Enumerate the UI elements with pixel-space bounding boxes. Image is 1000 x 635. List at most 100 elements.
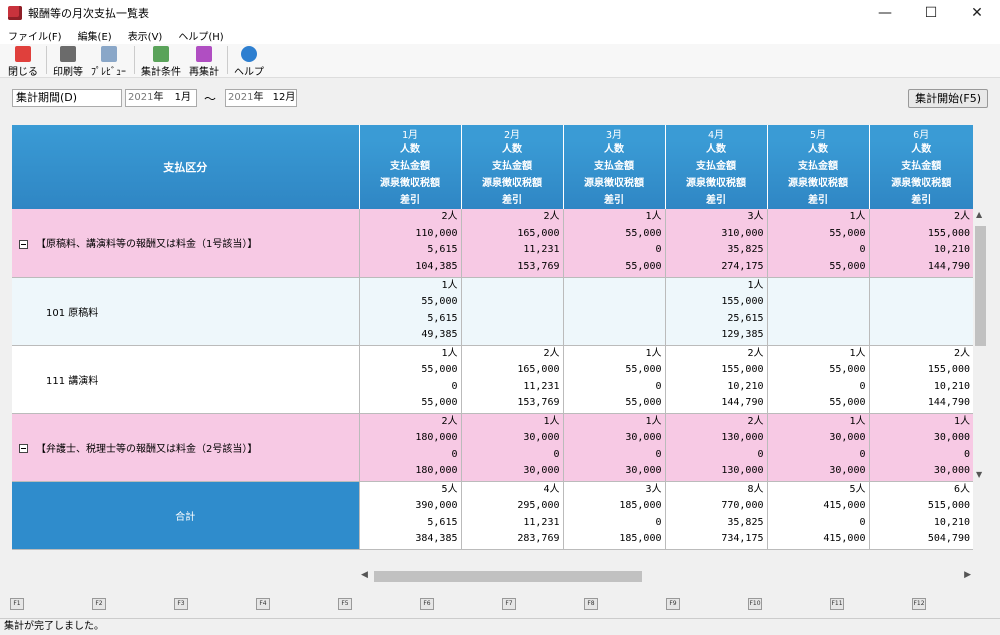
month-cell[interactable]: 1人 55,000 0 55,000 <box>358 345 461 414</box>
start-aggregation-button[interactable]: 集計開始(F5) <box>908 89 988 108</box>
function-key-f10[interactable]: F10 <box>748 598 762 610</box>
month-cell[interactable]: 8人 770,000 35,825 734,175 <box>664 481 767 550</box>
function-key-f2[interactable]: F2 <box>92 598 106 610</box>
cell-value: 55,000 <box>625 364 662 375</box>
menu-edit[interactable]: 編集(E) <box>77 31 112 43</box>
month-cell[interactable]: 2人 165,000 11,231 153,769 <box>460 209 563 278</box>
scroll-left-icon[interactable]: ◀ <box>361 570 368 580</box>
close-window-button[interactable]: ✕ <box>971 5 983 21</box>
month-cell[interactable]: 1人 55,000 5,615 49,385 <box>358 277 461 346</box>
horizontal-scroll-thumb[interactable] <box>374 571 642 582</box>
month-cell[interactable]: 1人 30,000 0 30,000 <box>766 413 869 482</box>
cell-value: 153,769 <box>517 260 560 272</box>
month-cell[interactable]: 1人 30,000 0 30,000 <box>868 413 973 482</box>
minimize-button[interactable]: — <box>878 5 892 21</box>
collapse-icon[interactable] <box>19 239 28 249</box>
month-cell[interactable]: 6人 515,000 10,210 504,790 <box>868 481 973 550</box>
month-cell[interactable]: 4人 295,000 11,231 283,769 <box>460 481 563 550</box>
function-key-f7[interactable]: F7 <box>502 598 516 610</box>
function-key-f3[interactable]: F3 <box>174 598 188 610</box>
scroll-up-icon[interactable]: ▲ <box>976 210 983 219</box>
menu-help[interactable]: ヘルプ(H) <box>178 31 224 43</box>
cell-value: 30,000 <box>829 432 866 443</box>
cell-value: 30,000 <box>829 465 866 476</box>
month-subheader: 人数 支払金額 源泉徴収税額 差引 <box>562 141 665 209</box>
function-key-f12[interactable]: F12 <box>912 598 926 610</box>
function-key-f1[interactable]: F1 <box>10 598 24 610</box>
function-key-f6[interactable]: F6 <box>420 598 434 610</box>
collapse-icon[interactable] <box>19 444 28 453</box>
cell-value: 5人 <box>849 483 866 495</box>
function-key-f4[interactable]: F4 <box>256 598 270 610</box>
month-cell[interactable]: 1人 55,000 0 55,000 <box>766 209 869 278</box>
recalculate-button[interactable]: 再集計 <box>189 44 219 78</box>
month-cell[interactable]: 2人 130,000 0 130,000 <box>664 413 767 482</box>
subheader-label: 源泉徴収税額 <box>788 178 848 189</box>
cell-value <box>768 311 866 328</box>
month-cell[interactable]: 1人 155,000 25,615 129,385 <box>664 277 767 346</box>
table-row[interactable]: 101 原稿料 1人 55,000 5,615 49,385 1人 155,000 25,61… <box>12 277 973 346</box>
month-cell[interactable]: 2人 165,000 11,231 153,769 <box>460 345 563 414</box>
month-cell[interactable]: 2人 155,000 10,210 144,790 <box>868 209 973 278</box>
cell-value <box>870 311 971 328</box>
month-cell[interactable]: 1人 55,000 0 55,000 <box>562 345 665 414</box>
month-cell[interactable]: 5人 415,000 0 415,000 <box>766 481 869 550</box>
table-row[interactable]: 111 講演料 1人 55,000 0 55,000 2人 165,000 11,231 153… <box>12 345 973 414</box>
toolbar-separator <box>46 46 47 74</box>
month-cell[interactable] <box>562 277 665 346</box>
category-label: 【原稿料、講演料等の報酬又は料金（1号該当）】 <box>36 239 258 251</box>
month-cell[interactable] <box>868 277 973 346</box>
table-row[interactable]: 合計 5人 390,000 5,615 384,385 4人 295,000 11,231 28… <box>12 481 973 550</box>
month-cell[interactable]: 3人 310,000 35,825 274,175 <box>664 209 767 278</box>
close-button[interactable]: 閉じる <box>8 44 38 78</box>
cell-value: 5,615 <box>427 312 458 324</box>
table-row[interactable]: 【原稿料、講演料等の報酬又は料金（1号該当）】 2人 110,000 5,615 104… <box>12 209 973 278</box>
menu-file[interactable]: ファイル(F) <box>8 31 62 43</box>
function-key-f5[interactable]: F5 <box>338 598 352 610</box>
vertical-scrollbar[interactable]: ▲ ▼ <box>973 208 988 481</box>
menu-view[interactable]: 表示(V) <box>127 31 163 43</box>
cell-value: 55,000 <box>829 260 866 272</box>
month-cell[interactable]: 1人 30,000 0 30,000 <box>460 413 563 482</box>
vertical-scroll-thumb[interactable] <box>975 226 986 346</box>
month-cell[interactable]: 1人 55,000 0 55,000 <box>766 345 869 414</box>
conditions-button[interactable]: 集計条件 <box>141 44 181 78</box>
month-cell[interactable]: 2人 180,000 0 180,000 <box>358 413 461 482</box>
function-key-f8[interactable]: F8 <box>584 598 598 610</box>
month-cell[interactable]: 2人 155,000 10,210 144,790 <box>664 345 767 414</box>
subheader-label: 人数 <box>400 144 420 155</box>
preview-icon <box>100 46 117 62</box>
maximize-button[interactable]: ☐ <box>924 5 938 21</box>
month-cell[interactable]: 2人 110,000 5,615 104,385 <box>358 209 461 278</box>
help-button[interactable]: ヘルプ <box>234 44 264 78</box>
cell-value: 49,385 <box>421 329 458 340</box>
period-from-field[interactable]: 2021年 1月 <box>125 89 197 107</box>
print-button[interactable]: 印刷等 <box>53 44 83 78</box>
subheader-label: 支払金額 <box>798 161 838 172</box>
preview-button[interactable]: ﾌﾟﾚﾋﾞｭｰ <box>91 44 126 78</box>
category-cell[interactable]: 111 講演料 <box>12 345 359 414</box>
scroll-down-icon[interactable]: ▼ <box>976 470 983 479</box>
month-cell[interactable] <box>460 277 563 346</box>
subheader-label: 源泉徴収税額 <box>686 178 746 189</box>
scroll-right-icon[interactable]: ▶ <box>964 570 971 580</box>
cell-value: 2人 <box>543 211 560 222</box>
function-key-f11[interactable]: F11 <box>830 598 844 610</box>
horizontal-scrollbar[interactable]: ◀ ▶ <box>358 569 974 584</box>
month-cell[interactable]: 1人 55,000 0 55,000 <box>562 209 665 278</box>
cell-value <box>870 327 971 344</box>
month-cell[interactable]: 3人 185,000 0 185,000 <box>562 481 665 550</box>
month-cell[interactable]: 5人 390,000 5,615 384,385 <box>358 481 461 550</box>
period-to-field[interactable]: 2021年 12月 <box>225 89 297 107</box>
cell-value <box>870 278 971 295</box>
to-year: 2021 <box>228 92 254 103</box>
function-key-f9[interactable]: F9 <box>666 598 680 610</box>
category-cell[interactable]: 101 原稿料 <box>12 277 359 346</box>
month-cell[interactable]: 2人 155,000 10,210 144,790 <box>868 345 973 414</box>
cell-value: 144,790 <box>721 397 764 408</box>
month-cell[interactable]: 1人 30,000 0 30,000 <box>562 413 665 482</box>
month-cell[interactable] <box>766 277 869 346</box>
table-row[interactable]: 【弁護士、税理士等の報酬又は料金（2号該当）】 2人 180,000 0 180,000… <box>12 413 973 482</box>
category-cell[interactable]: 【弁護士、税理士等の報酬又は料金（2号該当）】 <box>12 413 359 482</box>
category-cell[interactable]: 【原稿料、講演料等の報酬又は料金（1号該当）】 <box>12 209 359 278</box>
